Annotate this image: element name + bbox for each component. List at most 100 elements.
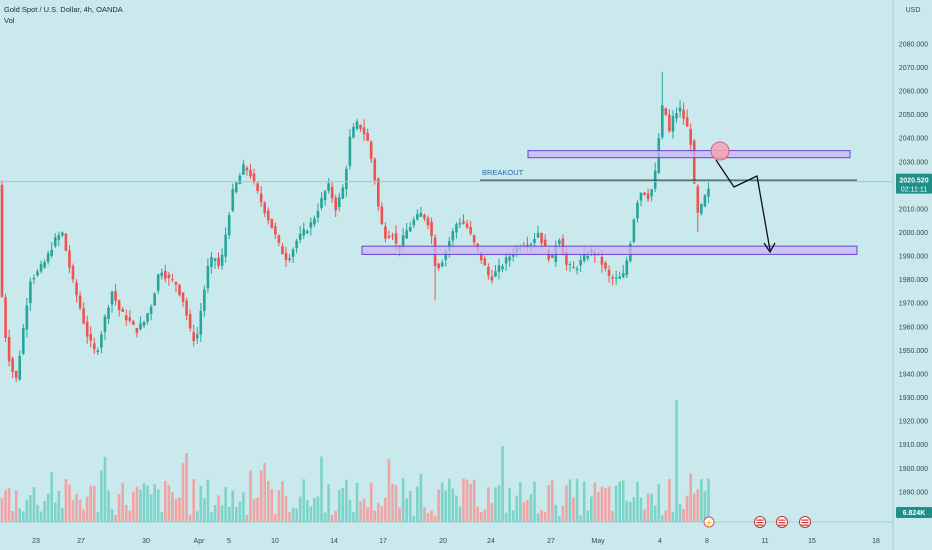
candle-body [100, 334, 103, 348]
volume-bar [171, 492, 174, 522]
volume-bar [689, 473, 692, 522]
volume-bar [593, 482, 597, 522]
candle-body [639, 193, 643, 201]
candle-body [124, 315, 128, 321]
y-tick-label: 2070.000 [899, 65, 928, 72]
volume-bar [284, 496, 288, 522]
projection-path[interactable] [715, 159, 771, 251]
last-price-value: 2020.520 [899, 178, 928, 185]
candle-body [284, 252, 288, 260]
volume-bar [103, 456, 107, 522]
x-tick-label: 20 [439, 538, 447, 545]
symbol-title: Gold Spot / U.S. Dollar, 4h, OANDA [4, 5, 123, 14]
volume-bar [685, 495, 689, 522]
volume-bar [71, 500, 75, 522]
volume-bar [611, 510, 614, 522]
candle-body [685, 117, 689, 127]
volume-bar [203, 498, 206, 522]
candle-body [192, 332, 195, 341]
candle-body [302, 229, 306, 236]
candle-body [199, 311, 203, 335]
candle-body [366, 132, 369, 141]
candle-body [174, 282, 178, 285]
volume-bar [419, 473, 423, 522]
candle-body [412, 219, 416, 226]
volume-bar [519, 482, 522, 522]
volume-bar [302, 479, 306, 522]
volume-bar [160, 512, 164, 522]
retest-circle[interactable] [710, 141, 730, 161]
candle-body [696, 186, 700, 213]
volume-bar [621, 480, 625, 522]
candle-body [703, 195, 707, 207]
volume-bar [330, 514, 334, 522]
volume-bar [139, 489, 142, 522]
candle-body [121, 309, 124, 312]
volume-bar [320, 456, 323, 522]
volume-bar [700, 479, 703, 522]
volume-bar [682, 508, 685, 522]
volume-bar [597, 492, 600, 522]
volume-bar [82, 509, 85, 522]
candle-body [139, 323, 142, 330]
volume-bar [142, 483, 146, 522]
candle-body [128, 317, 132, 321]
candle-body [419, 212, 423, 217]
volume-bar [0, 498, 4, 522]
volume-bar [437, 489, 440, 522]
candle-body [320, 198, 323, 208]
candle-body [682, 109, 685, 119]
support-zone[interactable] [361, 245, 858, 255]
volume-bar [348, 499, 352, 522]
flag-stripe [756, 519, 764, 521]
flag-stripe [801, 522, 809, 524]
volume-bar [117, 493, 121, 522]
volume-bar [501, 446, 504, 522]
candle-body [455, 224, 458, 233]
volume-bar [668, 479, 671, 522]
x-tick-label: 5 [227, 538, 231, 545]
candle-body [185, 300, 188, 316]
volume-bar [61, 507, 64, 522]
candle-body [323, 191, 327, 200]
candle-body [508, 256, 511, 261]
candle-body [309, 222, 313, 228]
flag-stripe [801, 524, 809, 526]
volume-bar [313, 497, 316, 522]
volume-bar [359, 501, 362, 522]
candle-body [384, 226, 387, 239]
candle-body [281, 246, 284, 255]
candle-body [369, 141, 373, 160]
candle-body [440, 262, 444, 267]
candle-body [345, 168, 348, 190]
candle-body [142, 321, 146, 326]
candle-body [32, 277, 36, 280]
volume-bar [132, 491, 135, 522]
volume-bar [614, 485, 618, 522]
y-tick-label: 1920.000 [899, 419, 928, 426]
volume-bar [78, 499, 82, 522]
resistance-zone[interactable] [527, 150, 851, 159]
volume-bar [11, 510, 14, 522]
candle-body [650, 189, 653, 197]
candle-body [387, 236, 391, 238]
volume-bar [487, 487, 490, 522]
volume-bar [114, 515, 117, 522]
y-tick-label: 2080.000 [899, 41, 928, 48]
volume-bar [323, 512, 327, 522]
candle-body [359, 124, 362, 129]
volume-bar [643, 509, 646, 522]
currency-label: USD [906, 7, 921, 14]
candle-body [330, 186, 334, 199]
candle-body [380, 206, 384, 225]
candle-countdown: 02:11:11 [901, 187, 927, 194]
candle-body [22, 328, 25, 354]
candle-body [29, 281, 32, 304]
volume-bar [387, 459, 391, 522]
candle-body [252, 173, 256, 182]
volume-bar [146, 485, 149, 522]
volume-bar [536, 513, 540, 522]
volume-bar [511, 510, 515, 522]
lightning-event-icon[interactable] [703, 516, 715, 528]
